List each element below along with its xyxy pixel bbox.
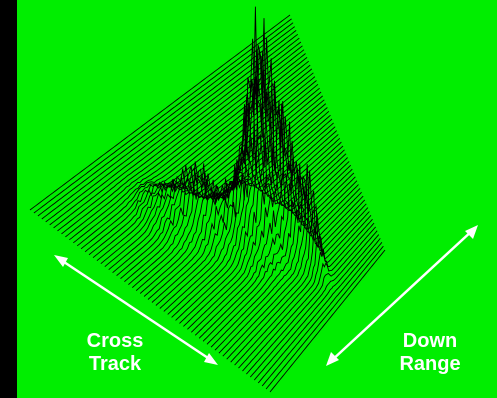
- scan-line: [265, 245, 384, 390]
- scan-line: [246, 226, 377, 375]
- scan-line: [183, 80, 352, 327]
- scan-line: [29, 14, 291, 211]
- scan-lines: [29, 6, 386, 393]
- down-range-label-line1: Down: [402, 330, 458, 352]
- scan-line: [190, 104, 355, 333]
- scan-line: [69, 53, 306, 241]
- scan-line: [257, 238, 381, 384]
- scan-line: [155, 76, 341, 306]
- cross-track-label-line2: Track: [88, 353, 142, 375]
- scan-line: [112, 95, 323, 274]
- scan-line: [33, 18, 292, 214]
- scan-line: [253, 234, 380, 381]
- scan-line: [37, 22, 294, 217]
- down-range-label-line2: Range: [399, 353, 461, 375]
- scan-line: [57, 41, 302, 232]
- scan-line: [214, 164, 364, 351]
- scan-line: [104, 87, 320, 268]
- scan-line: [96, 80, 317, 262]
- scan-line: [238, 218, 373, 369]
- cross-track-arrow: [54, 255, 218, 365]
- scan-line: [163, 6, 344, 312]
- axis-arrows: [54, 225, 478, 366]
- scan-line: [139, 122, 334, 294]
- scan-line: [234, 215, 372, 366]
- scan-line: [108, 91, 322, 271]
- scan-line: [210, 174, 362, 348]
- scan-line: [171, 38, 347, 318]
- scan-line: [242, 222, 375, 372]
- scan-line: [41, 26, 295, 220]
- down-range-label: Down Range: [394, 330, 466, 376]
- scan-line: [143, 126, 336, 297]
- scan-line: [179, 82, 350, 324]
- scan-line: [261, 242, 383, 387]
- scan-line: [249, 230, 378, 378]
- down-range-arrow: [326, 225, 478, 366]
- scan-line: [226, 204, 369, 360]
- scan-line: [187, 100, 353, 330]
- scan-line: [198, 140, 358, 339]
- scan-line: [206, 173, 361, 345]
- cross-track-label: Cross Track: [80, 330, 150, 376]
- scan-line: [218, 170, 366, 354]
- scan-line: [269, 249, 386, 393]
- scan-line: [151, 93, 339, 303]
- scan-line: [194, 121, 356, 336]
- scan-line: [230, 211, 370, 363]
- scan-line: [76, 60, 309, 247]
- scan-line: [61, 45, 303, 235]
- scan-line: [202, 161, 359, 342]
- scan-line: [222, 190, 367, 357]
- cross-track-label-line1: Cross: [86, 330, 144, 352]
